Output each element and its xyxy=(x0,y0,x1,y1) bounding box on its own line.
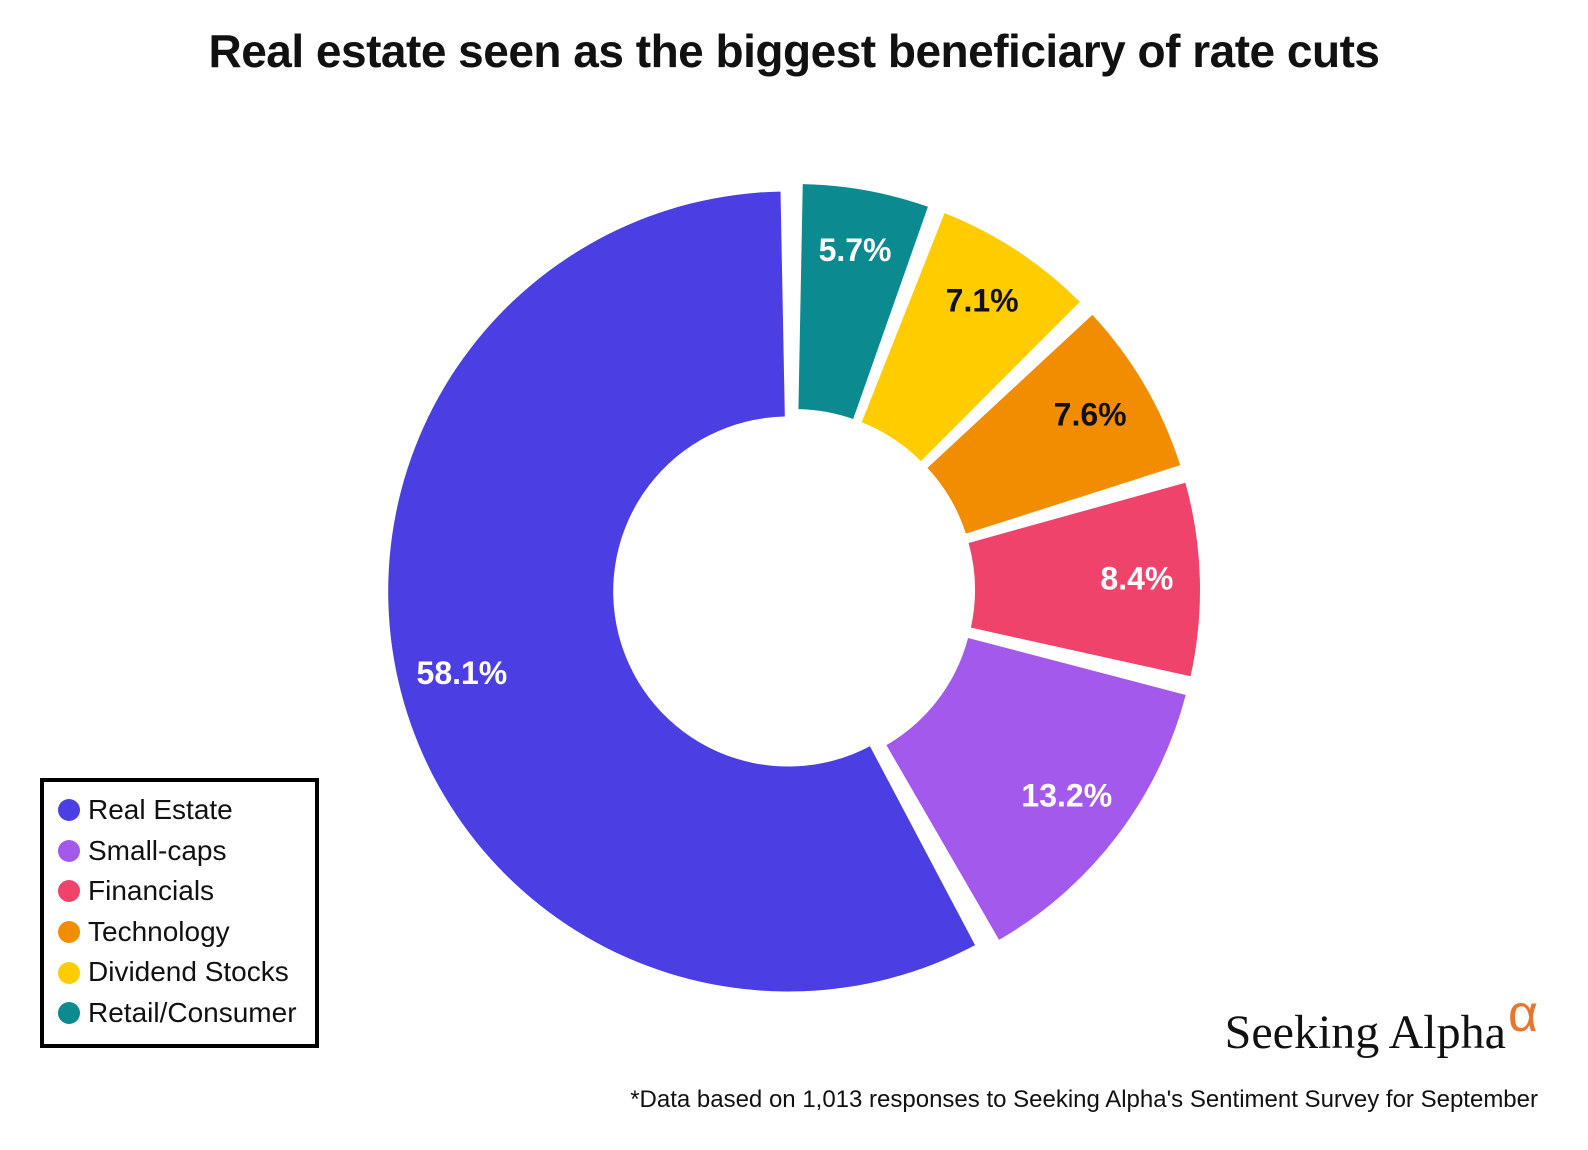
chart-frame: Real estate seen as the biggest benefici… xyxy=(0,0,1588,1150)
brand-text: Seeking Alpha xyxy=(1225,1005,1506,1060)
slice-value-label: 7.1% xyxy=(946,283,1019,319)
legend-swatch-icon xyxy=(58,840,80,862)
legend-item: Technology xyxy=(58,912,297,953)
legend-swatch-icon xyxy=(58,1002,80,1024)
chart-title: Real estate seen as the biggest benefici… xyxy=(0,24,1588,78)
chart-footnote: *Data based on 1,013 responses to Seekin… xyxy=(630,1086,1538,1114)
brand-logo: Seeking Alpha α xyxy=(1225,1005,1538,1060)
slice-value-label: 58.1% xyxy=(417,655,508,691)
chart-legend: Real EstateSmall-capsFinancialsTechnolog… xyxy=(40,778,319,1048)
legend-item: Financials xyxy=(58,871,297,912)
legend-item: Retail/Consumer xyxy=(58,993,297,1034)
legend-item: Real Estate xyxy=(58,790,297,831)
legend-swatch-icon xyxy=(58,962,80,984)
slice-value-label: 5.7% xyxy=(819,232,892,268)
brand-alpha-icon: α xyxy=(1508,999,1538,1030)
legend-item: Dividend Stocks xyxy=(58,952,297,993)
legend-label: Real Estate xyxy=(88,790,233,831)
slice-value-label: 13.2% xyxy=(1021,777,1112,813)
legend-swatch-icon xyxy=(58,799,80,821)
legend-label: Small-caps xyxy=(88,831,226,872)
legend-swatch-icon xyxy=(58,921,80,943)
slice-value-label: 7.6% xyxy=(1054,396,1127,432)
legend-label: Financials xyxy=(88,871,214,912)
legend-label: Retail/Consumer xyxy=(88,993,297,1034)
legend-label: Dividend Stocks xyxy=(88,952,289,993)
legend-swatch-icon xyxy=(58,880,80,902)
legend-label: Technology xyxy=(88,912,230,953)
slice-value-label: 8.4% xyxy=(1100,560,1173,596)
legend-item: Small-caps xyxy=(58,831,297,872)
